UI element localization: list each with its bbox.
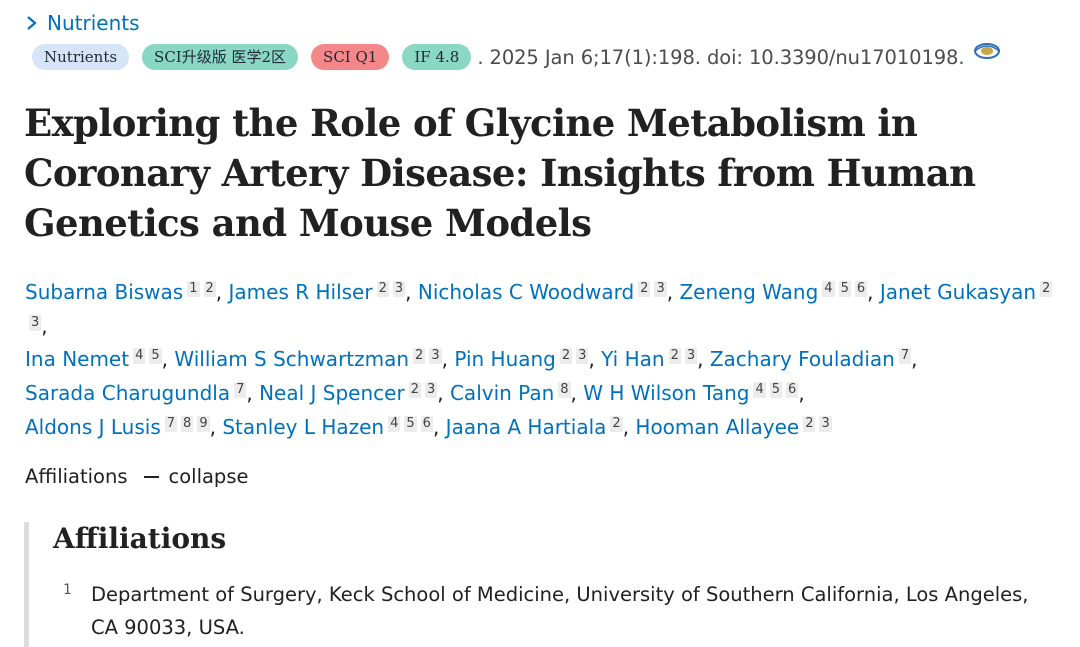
author-separator: , xyxy=(432,414,446,439)
affiliation-ref[interactable]: 3 xyxy=(684,348,698,365)
author-link[interactable]: Yi Han xyxy=(601,347,665,372)
author-separator: , xyxy=(161,347,175,372)
affiliation-ref[interactable]: 2 xyxy=(376,281,389,297)
affiliation-ref[interactable]: 4 xyxy=(753,382,766,399)
sci-quartile-badge: SCI Q1 xyxy=(311,44,390,70)
journal-link[interactable]: Nutrients xyxy=(25,11,140,35)
collapse-link[interactable]: collapse xyxy=(168,465,249,488)
affiliation-ref[interactable]: 8 xyxy=(181,415,194,432)
author-link[interactable]: Stanley L Hazen xyxy=(222,414,385,439)
citation-row: Nutrients SCI升级版 医学2区 SCI Q1 IF 4.8 . 20… xyxy=(32,43,1002,70)
affiliation-ref[interactable]: 6 xyxy=(420,415,433,432)
author-separator: , xyxy=(697,347,710,372)
journal-badge[interactable]: Nutrients xyxy=(32,44,130,70)
affiliation-ref[interactable]: 3 xyxy=(819,415,832,432)
author-link[interactable]: Hooman Allayee xyxy=(635,414,800,439)
affiliation-ref[interactable]: 8 xyxy=(558,382,571,399)
affiliation-ref[interactable]: 2 xyxy=(559,348,573,365)
author-link[interactable]: W H Wilson Tang xyxy=(583,381,750,406)
affiliation-ref[interactable]: 2 xyxy=(638,281,651,297)
title-line: Genetics and Mouse Models xyxy=(24,201,592,245)
eye-glasses-icon[interactable] xyxy=(972,39,1002,63)
author-separator: , xyxy=(867,280,880,304)
author-link[interactable]: Pin Huang xyxy=(454,347,556,372)
author-separator: , xyxy=(622,414,636,439)
author-separator: , xyxy=(215,280,229,304)
affiliation-ref[interactable]: 2 xyxy=(668,348,681,365)
affiliation-item: 1 Department of Surgery, Keck School of … xyxy=(63,578,1053,644)
author-link[interactable]: Janet Gukasyan xyxy=(879,280,1037,304)
affiliation-ref[interactable]: 5 xyxy=(404,415,417,432)
affiliation-ref[interactable]: 2 xyxy=(610,415,623,432)
affiliation-ref[interactable]: 3 xyxy=(576,348,589,365)
affiliation-ref[interactable]: 3 xyxy=(429,348,442,365)
article-title: Exploring the Role of Glycine Metabolism… xyxy=(24,98,1034,248)
title-line: Coronary Artery Disease: Insights from H… xyxy=(24,151,976,195)
affiliation-ref[interactable]: 3 xyxy=(392,281,406,297)
author-separator: , xyxy=(441,347,455,372)
affiliation-ref[interactable]: 2 xyxy=(203,281,216,297)
title-line: Exploring the Role of Glycine Metabolism… xyxy=(24,101,918,145)
author-link[interactable]: Zachary Fouladian xyxy=(709,347,895,372)
affiliation-ref[interactable]: 6 xyxy=(854,281,868,297)
author-separator: , xyxy=(570,381,584,406)
affiliation-ref[interactable]: 4 xyxy=(133,348,146,365)
affiliations-panel: Affiliations 1 Department of Surgery, Ke… xyxy=(24,522,1064,647)
affiliation-ref[interactable]: 2 xyxy=(803,415,816,432)
author-link[interactable]: Calvin Pan xyxy=(449,381,555,406)
affiliation-ref[interactable]: 3 xyxy=(424,382,438,399)
affiliation-ref[interactable]: 3 xyxy=(654,281,667,297)
author-link[interactable]: Neal J Spencer xyxy=(259,381,405,406)
affiliations-toggle[interactable]: Affiliations collapse xyxy=(25,465,248,488)
affiliation-ref[interactable]: 9 xyxy=(197,415,210,432)
affiliation-ref[interactable]: 1 xyxy=(187,281,200,297)
author-separator: , xyxy=(246,381,260,406)
affiliation-ref[interactable]: 7 xyxy=(234,382,247,399)
sci-rank-badge: SCI升级版 医学2区 xyxy=(142,44,299,70)
affiliation-ref[interactable]: 3 xyxy=(29,314,42,331)
author-link[interactable]: Aldons J Lusis xyxy=(25,414,161,439)
affiliation-ref[interactable]: 4 xyxy=(388,415,401,432)
affiliation-ref[interactable]: 2 xyxy=(1040,281,1053,297)
affiliations-heading: Affiliations xyxy=(53,522,227,555)
chevron-right-icon xyxy=(27,16,37,30)
affiliation-ref[interactable]: 4 xyxy=(822,281,835,297)
affiliation-ref[interactable]: 5 xyxy=(769,382,783,399)
author-link[interactable]: Nicholas C Woodward xyxy=(417,280,635,304)
author-separator: , xyxy=(588,347,602,372)
affiliation-ref[interactable]: 7 xyxy=(898,348,912,365)
author-separator: , xyxy=(41,313,48,338)
author-link[interactable]: James R Hilser xyxy=(228,280,373,304)
affiliation-ref[interactable]: 5 xyxy=(149,348,162,365)
affiliation-number: 1 xyxy=(63,582,72,598)
author-link[interactable]: Jaana A Hartiala xyxy=(445,414,607,439)
author-list: Subarna Biswas 1 2, James R Hilser 2 3, Nich… xyxy=(25,276,1055,445)
citation-text: . 2025 Jan 6;17(1):198. doi: 10.3390/nu1… xyxy=(477,45,965,69)
author-link[interactable]: William S Schwartzman xyxy=(174,347,410,372)
author-separator: , xyxy=(209,414,223,439)
affiliation-ref[interactable]: 7 xyxy=(164,415,178,432)
affiliation-ref[interactable]: 6 xyxy=(786,382,799,399)
author-separator: , xyxy=(405,280,418,304)
author-separator: , xyxy=(666,280,680,304)
author-separator: , xyxy=(798,381,805,406)
affiliation-ref[interactable]: 2 xyxy=(413,348,426,365)
author-separator: , xyxy=(437,381,450,406)
journal-link-label[interactable]: Nutrients xyxy=(47,11,140,35)
affiliation-ref[interactable]: 5 xyxy=(838,281,851,297)
author-link[interactable]: Subarna Biswas xyxy=(25,280,184,304)
author-separator: , xyxy=(911,347,918,372)
author-link[interactable]: Ina Nemet xyxy=(25,347,130,372)
author-link[interactable]: Zeneng Wang xyxy=(679,280,819,304)
affiliations-toggle-label: Affiliations xyxy=(25,465,128,488)
minus-icon xyxy=(143,475,159,478)
author-link[interactable]: Sarada Charugundla xyxy=(25,381,231,406)
impact-factor-badge: IF 4.8 xyxy=(402,44,472,70)
affiliation-text: Department of Surgery, Keck School of Me… xyxy=(91,583,1029,639)
affiliation-ref[interactable]: 2 xyxy=(408,382,421,399)
